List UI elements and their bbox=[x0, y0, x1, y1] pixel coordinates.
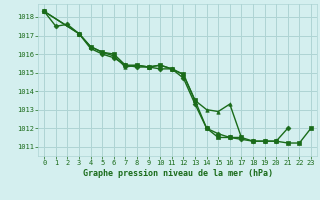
X-axis label: Graphe pression niveau de la mer (hPa): Graphe pression niveau de la mer (hPa) bbox=[83, 169, 273, 178]
